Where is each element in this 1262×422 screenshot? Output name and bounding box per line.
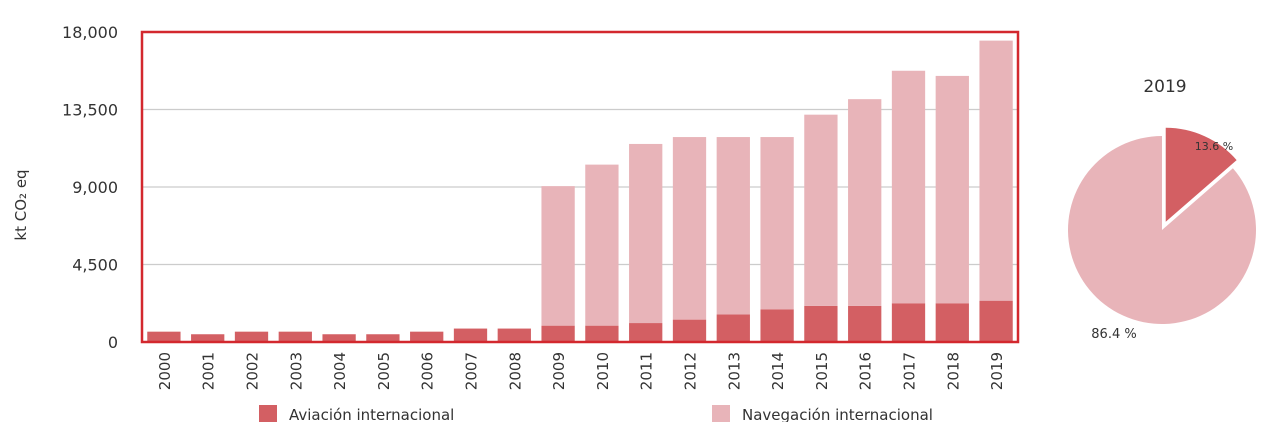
bar-segment xyxy=(410,331,444,342)
x-tick-label: 2005 xyxy=(375,352,393,390)
bar-segment xyxy=(848,99,882,306)
y-tick-label: 0 xyxy=(108,333,118,352)
legend: Aviación internacional Navegación interna… xyxy=(259,405,933,422)
y-tick-label: 9,000 xyxy=(72,178,118,197)
x-tick-label: 2017 xyxy=(901,352,919,390)
x-tick-label: 2001 xyxy=(200,352,218,390)
x-tick-label: 2015 xyxy=(813,352,831,390)
x-tick-label: 2014 xyxy=(769,352,787,390)
plot-frame xyxy=(140,30,1020,344)
bar-segment xyxy=(979,300,1013,342)
legend-label: Navegación internacional xyxy=(742,406,933,422)
pie-title: 2019 xyxy=(1143,77,1186,97)
y-axis-label: kt CO₂ eq xyxy=(12,169,30,240)
bar-segment xyxy=(848,305,882,342)
x-tick-label: 2002 xyxy=(244,352,262,390)
x-tick-label: 2004 xyxy=(331,352,349,390)
bar-segment xyxy=(453,328,488,342)
pie-chart: 2019 13.6 % 86.4 % xyxy=(1068,77,1256,342)
bar-segment xyxy=(147,331,181,342)
bar-segment xyxy=(278,331,312,342)
pie-slices: 13.6 % 86.4 % xyxy=(1068,127,1256,342)
bar-segment xyxy=(935,75,969,304)
x-tick-label: 2016 xyxy=(857,352,875,390)
bar-segment xyxy=(541,325,575,342)
x-tick-label: 2009 xyxy=(550,352,568,390)
x-tick-label: 2003 xyxy=(287,352,305,390)
bar-segment xyxy=(629,143,663,324)
x-tick-label: 2010 xyxy=(594,352,612,390)
x-tick-label: 2008 xyxy=(506,352,524,390)
y-tick-label: 13,500 xyxy=(62,101,118,120)
bar-segment xyxy=(234,331,269,342)
x-tick-label: 2007 xyxy=(463,352,481,390)
x-axis-ticks: 2000 2001 2002 2003 2004 2005 2006 2007 2008 2009… xyxy=(156,352,1006,390)
bar-segment xyxy=(935,303,969,342)
x-tick-label: 2006 xyxy=(419,352,437,390)
bar-segment xyxy=(804,305,838,342)
x-tick-label: 2011 xyxy=(638,352,656,390)
x-tick-label: 2019 xyxy=(988,352,1006,390)
bar-segment xyxy=(891,303,926,342)
x-tick-label: 2018 xyxy=(944,352,962,390)
pie-slice xyxy=(1068,136,1256,324)
bar-segment xyxy=(672,319,707,342)
x-tick-label: 2012 xyxy=(682,352,700,390)
x-tick-label: 2000 xyxy=(156,352,174,390)
bar-segment xyxy=(585,325,619,342)
bar-segment xyxy=(760,137,794,310)
pie-slice-label: 13.6 % xyxy=(1195,140,1233,153)
bar-segment xyxy=(585,164,619,326)
legend-label: Aviación internacional xyxy=(289,406,454,422)
bar-segment xyxy=(716,137,750,315)
grid-lines xyxy=(142,108,1018,266)
pie-slice xyxy=(1165,127,1237,222)
bars xyxy=(147,40,1013,342)
y-tick-label: 18,000 xyxy=(62,23,118,42)
bar-segment xyxy=(979,40,1013,301)
y-axis-ticks: 0 4,500 9,000 13,500 18,000 xyxy=(62,23,118,352)
bar-segment xyxy=(497,328,531,342)
y-tick-label: 4,500 xyxy=(72,256,118,275)
bar-segment xyxy=(760,309,794,342)
x-tick-label: 2013 xyxy=(725,352,743,390)
bar-segment xyxy=(672,137,707,320)
bar-segment xyxy=(629,323,663,342)
bar-segment xyxy=(191,334,225,342)
pie-slice-label: 86.4 % xyxy=(1091,327,1136,342)
bar-segment xyxy=(716,314,750,342)
bar-segment xyxy=(804,114,838,306)
bar-segment xyxy=(366,334,400,342)
bar-segment xyxy=(322,334,356,342)
legend-swatch xyxy=(712,405,730,422)
bar-segment xyxy=(891,70,926,304)
legend-swatch xyxy=(259,405,277,422)
bar-segment xyxy=(541,186,575,326)
